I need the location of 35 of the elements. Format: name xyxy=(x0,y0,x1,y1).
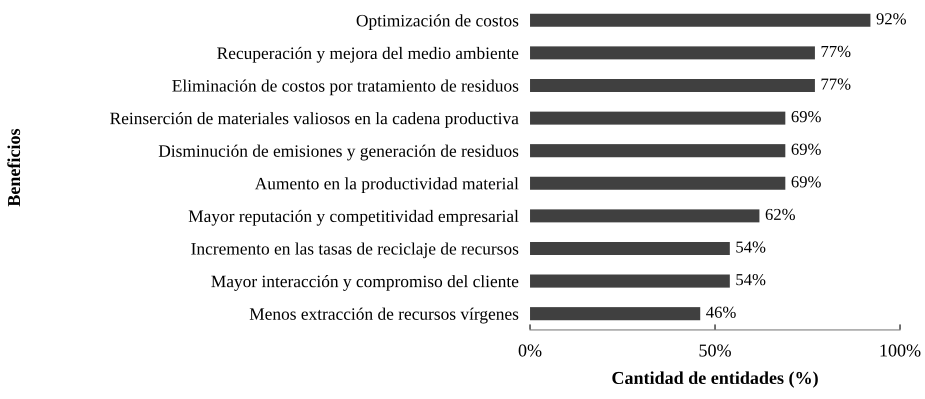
y-tick-label: Mayor interacción y compromiso del cliente xyxy=(211,275,518,291)
bar xyxy=(530,14,870,27)
y-tick-label: Menos extracción de recursos vírgenes xyxy=(250,308,518,324)
data-label: 77% xyxy=(822,78,850,90)
bar xyxy=(530,46,815,60)
x-tick-label: 50% xyxy=(700,344,731,357)
y-tick-label: Recuperación y mejora del medio ambiente xyxy=(217,46,518,63)
y-axis-title: Beneficios xyxy=(7,128,20,206)
y-tick-label: Mayor reputación y competitividad empresarial xyxy=(188,210,519,226)
bar xyxy=(530,242,730,255)
data-label: 92% xyxy=(876,13,906,25)
y-tick-label: Eliminación de costos por tratamiento de residuos xyxy=(172,79,518,96)
data-label: 77% xyxy=(822,46,850,58)
data-label: 69% xyxy=(792,144,821,155)
data-label: 69% xyxy=(792,111,821,122)
data-label: 54% xyxy=(736,274,766,286)
bar xyxy=(530,78,815,92)
y-tick-label: Disminución de emisiones y generación de residuos xyxy=(158,144,518,160)
data-label: 62% xyxy=(766,208,795,220)
x-tick-label: 100% xyxy=(880,344,920,357)
data-label: 46% xyxy=(706,306,736,318)
data-label: 69% xyxy=(792,176,821,188)
y-tick-label: Incremento en las tasas de reciclaje de recursos xyxy=(191,242,518,258)
x-axis-title: Cantidad de entidades (%) xyxy=(612,371,818,388)
bar xyxy=(530,274,730,288)
bar xyxy=(530,144,786,158)
y-tick-label: Optimización de costos xyxy=(356,14,518,30)
x-tick-label: 0% xyxy=(518,344,542,357)
data-label: 54% xyxy=(736,241,766,253)
bar xyxy=(530,176,786,190)
bar xyxy=(530,209,760,222)
bar xyxy=(530,307,700,320)
y-tick-label: Reinserción de materiales valiosos en la cadena productiva xyxy=(110,112,519,128)
y-tick-label: Aumento en la productividad material xyxy=(254,177,519,193)
bar xyxy=(530,112,786,125)
